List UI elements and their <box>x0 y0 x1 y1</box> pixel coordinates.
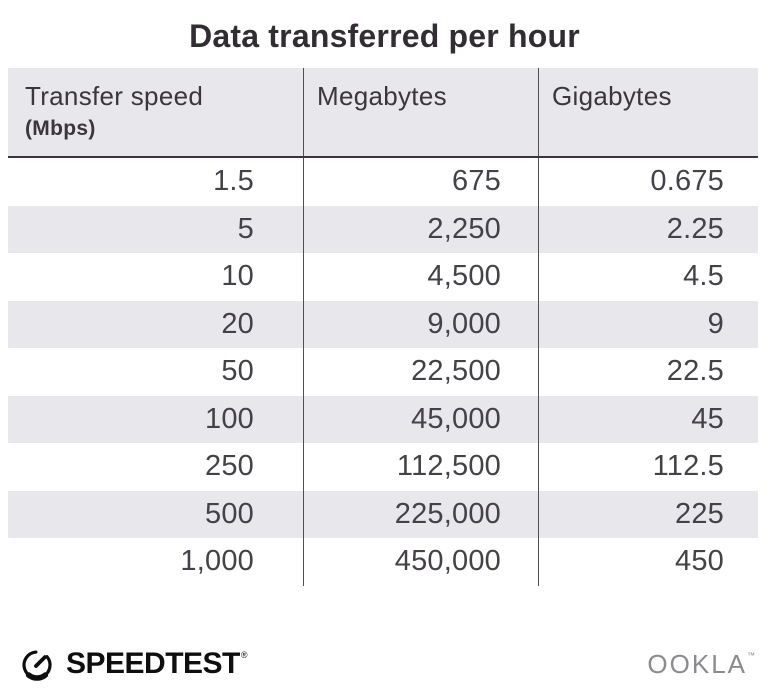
table-cell: 1.5 <box>213 165 254 198</box>
column-header-label: Megabytes <box>317 81 447 111</box>
ookla-wordmark: OOKLA <box>647 649 747 679</box>
table-header: Transfer speed (Mbps) Megabytes Gigabyte… <box>8 68 758 158</box>
table-cell: 100 <box>205 402 254 435</box>
table-cell: 675 <box>303 158 538 206</box>
table-cell: 2,250 <box>303 205 538 253</box>
table-cell: 9,000 <box>303 300 538 348</box>
table-row: 250 112,500 112.5 <box>8 443 758 491</box>
table-cell: 225 <box>538 490 758 538</box>
column-header-label: Transfer speed <box>25 81 204 111</box>
footer: SPEEDTEST® OOKLA™ <box>0 644 769 684</box>
speedtest-gauge-icon <box>22 650 52 681</box>
table-body: 1.5 675 0.675 5 2,250 2.25 10 4,500 4.5 20 9,000 9 5… <box>8 158 758 586</box>
trademark-icon: ™ <box>747 651 755 660</box>
table-row: 50 22,500 22.5 <box>8 348 758 396</box>
table-cell: 112.5 <box>538 443 758 491</box>
table-cell: 9 <box>538 300 758 348</box>
registered-trademark-icon: ® <box>240 650 248 660</box>
data-table: Transfer speed (Mbps) Megabytes Gigabyte… <box>8 68 758 586</box>
table-row: 20 9,000 9 <box>8 300 758 348</box>
column-header-label: Gigabytes <box>552 81 672 111</box>
page-title: Data transferred per hour <box>189 18 580 54</box>
speedtest-label: SPEEDTEST <box>66 647 240 680</box>
table-cell: 5 <box>237 212 254 245</box>
table-cell: 4,500 <box>303 253 538 301</box>
table-row: 10 4,500 4.5 <box>8 253 758 301</box>
table-cell: 10 <box>221 260 254 293</box>
table-row: 1.5 675 0.675 <box>8 158 758 206</box>
table-cell: 22,500 <box>303 348 538 396</box>
table-cell: 45,000 <box>303 395 538 443</box>
table-cell: 20 <box>221 307 254 340</box>
column-header-gigabytes: Gigabytes <box>538 68 758 156</box>
column-header-megabytes: Megabytes <box>303 68 538 156</box>
table-row: 1,000 450,000 450 <box>8 538 758 586</box>
table-cell: 2.25 <box>538 205 758 253</box>
table-cell: 250 <box>205 450 254 483</box>
table-cell: 1,000 <box>180 545 254 578</box>
table-cell: 500 <box>205 497 254 530</box>
table-row: 500 225,000 225 <box>8 490 758 538</box>
table-row: 100 45,000 45 <box>8 395 758 443</box>
table-cell: 450 <box>538 538 758 586</box>
speedtest-logo: SPEEDTEST® <box>17 644 248 684</box>
table-cell: 50 <box>221 355 254 388</box>
table-cell: 450,000 <box>303 538 538 586</box>
speedtest-wordmark: SPEEDTEST® <box>66 647 248 680</box>
table-row: 5 2,250 2.25 <box>8 205 758 253</box>
table-cell: 112,500 <box>303 443 538 491</box>
column-header-transfer-speed: Transfer speed (Mbps) <box>8 68 303 156</box>
table-cell: 45 <box>538 395 758 443</box>
table-cell: 4.5 <box>538 253 758 301</box>
ookla-logo: OOKLA™ <box>647 651 755 677</box>
table-cell: 0.675 <box>538 158 758 206</box>
column-header-unit: (Mbps) <box>25 117 96 140</box>
table-cell: 225,000 <box>303 490 538 538</box>
table-cell: 22.5 <box>538 348 758 396</box>
